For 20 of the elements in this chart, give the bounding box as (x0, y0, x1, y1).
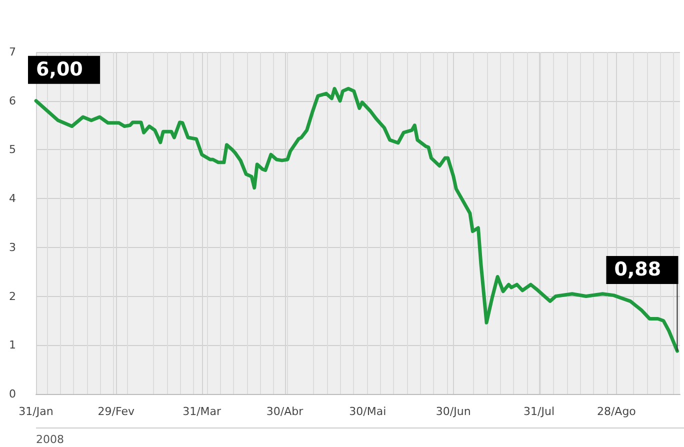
annotation: 6,00 (36, 58, 83, 80)
text: 2008 (36, 433, 64, 446)
x-tick-label: 31/Mar (182, 405, 222, 418)
x-tick-label: 30/Jun (436, 405, 471, 418)
x-tick-label: 30/Mai (349, 405, 386, 418)
y-tick-label: 4 (9, 192, 16, 206)
y-tick-label: 3 (9, 240, 16, 254)
x-tick-label: 30/Abr (266, 405, 304, 418)
x-tick-label: 31/Jul (524, 405, 555, 418)
annotation: 0,88 (614, 258, 662, 281)
y-tick-label: 2 (9, 290, 16, 303)
line-series (34, 86, 679, 353)
x-tick-label: 31/Jan (18, 405, 54, 418)
y-tick-label: 0 (9, 388, 16, 400)
y-tick-label: 7 (9, 46, 16, 58)
y-tick-label: 6 (9, 94, 16, 108)
x-tick-label: 29/Fev (98, 405, 135, 418)
y-tick-label: 5 (9, 143, 16, 156)
y-tick-label: 1 (9, 338, 16, 352)
x-tick-label: 28/Ago (596, 405, 636, 418)
